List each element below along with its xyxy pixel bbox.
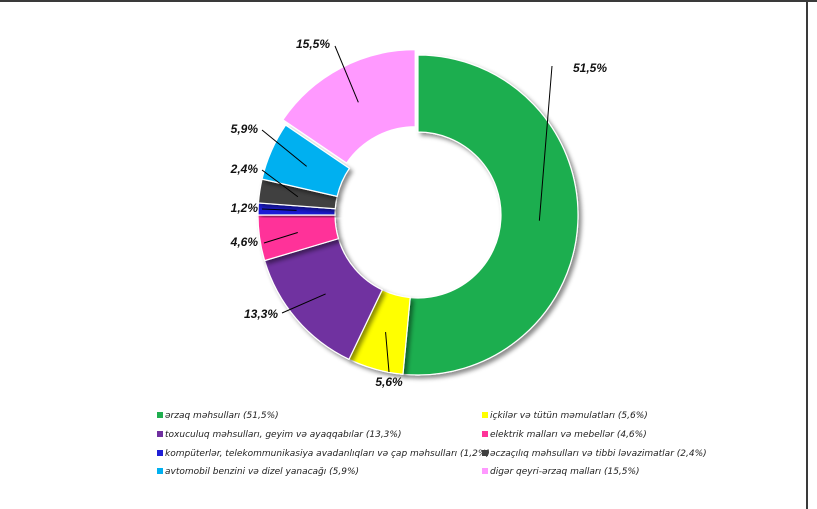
data-label-3: 4,6% [230, 235, 259, 249]
data-label-1: 5,6% [375, 375, 403, 389]
leader-line-6 [261, 129, 307, 167]
leader-line-4 [261, 208, 297, 211]
slice-6 [261, 124, 351, 198]
data-labels: 51,5% 5,6% 13,3% 4,6% 1,2% 2,4% 5,9% 15,5% [230, 37, 608, 389]
slice-0 [402, 54, 579, 376]
legend-entry-7: digər qeyri-ərzaq malları (15,5%) [490, 467, 640, 477]
leader-line-5 [261, 169, 299, 198]
data-label-4: 1,2% [231, 201, 259, 215]
legend-entry-2: toxuculuq məhsulları, geyim və ayaqqabıl… [165, 430, 401, 440]
leader-line-7 [334, 45, 359, 103]
leader-lines [261, 45, 553, 373]
leader-line-3 [263, 232, 298, 244]
legend: ərzaq məhsulları (51,5%) içkilər və tütün… [157, 411, 707, 477]
legend-entry-0: ərzaq məhsulları (51,5%) [165, 411, 279, 421]
leader-line-0 [538, 65, 553, 221]
legend-entry-1: içkilər və tütün məmulatları (5,6%) [490, 411, 648, 421]
leader-line-1 [385, 332, 390, 373]
leader-line-2 [281, 293, 326, 314]
slice-7 [282, 49, 416, 164]
legend-swatch-0 [157, 412, 163, 418]
data-label-2: 13,3% [244, 307, 278, 321]
legend-swatch-4 [157, 450, 163, 456]
top-border-line [0, 0, 817, 2]
legend-swatch-7 [482, 468, 488, 474]
right-border-line [806, 0, 808, 509]
data-label-7: 15,5% [296, 37, 330, 51]
data-label-0: 51,5% [573, 61, 607, 75]
legend-swatch-2 [157, 431, 163, 437]
donut-slices [257, 49, 579, 376]
data-label-6: 5,9% [231, 122, 259, 136]
legend-entry-3: elektrik malları və mebellər (4,6%) [490, 430, 647, 440]
data-label-5: 2,4% [230, 162, 259, 176]
legend-entry-4: kompüterlər, telekommunikasiya avadanlıq… [165, 449, 490, 459]
legend-entry-5: əczaçılıq məhsulları və tibbi ləvazimatl… [490, 449, 707, 459]
legend-entry-6: avtomobil benzini və dizel yanacağı (5,9… [165, 467, 359, 477]
legend-swatch-1 [482, 412, 488, 418]
legend-swatch-3 [482, 431, 488, 437]
legend-swatch-5 [482, 450, 488, 456]
legend-swatch-6 [157, 468, 163, 474]
